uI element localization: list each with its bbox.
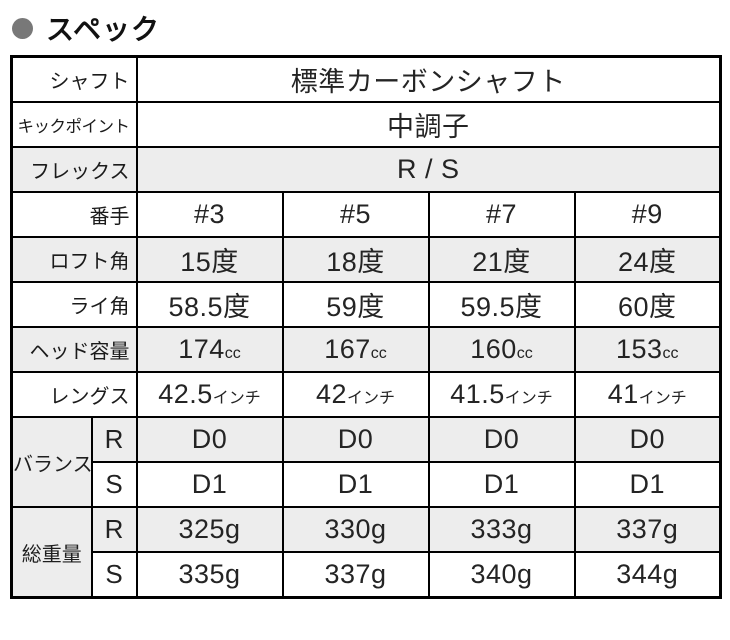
cc-unit: cc bbox=[516, 345, 533, 362]
length-label: レングス bbox=[10, 371, 138, 418]
row-total-weight-s: S 335g 337g 340g 344g bbox=[12, 551, 722, 599]
head-volume-9: 153cc bbox=[573, 326, 722, 373]
balance-s-3: D1 bbox=[135, 461, 284, 508]
balance-s-5: D1 bbox=[281, 461, 430, 508]
club-number-label: 番手 bbox=[10, 191, 138, 238]
row-shaft: シャフト 標準カーボンシャフト bbox=[10, 55, 722, 103]
club-number-7: #7 bbox=[427, 191, 576, 238]
balance-r-5: D0 bbox=[281, 416, 430, 463]
row-head-volume: ヘッド容量 174cc 167cc 160cc 153cc bbox=[10, 326, 722, 373]
head-volume-7-number: 160 bbox=[470, 334, 517, 364]
balance-s-flex: S bbox=[90, 461, 138, 508]
kick-point-label: キックポイント bbox=[10, 101, 138, 148]
total-weight-r-flex: R bbox=[90, 506, 138, 553]
head-volume-label: ヘッド容量 bbox=[10, 326, 138, 373]
row-length: レングス 42.5インチ 42インチ 41.5インチ 41インチ bbox=[10, 371, 722, 418]
head-volume-5-number: 167 bbox=[324, 334, 371, 364]
length-9: 41インチ bbox=[573, 371, 722, 418]
lie-angle-5: 59度 bbox=[281, 281, 430, 328]
loft-angle-3: 15度 bbox=[135, 236, 284, 283]
total-weight-s-flex: S bbox=[90, 551, 138, 599]
cc-unit: cc bbox=[224, 345, 241, 362]
club-number-3: #3 bbox=[135, 191, 284, 238]
row-loft-angle: ロフト角 15度 18度 21度 24度 bbox=[10, 236, 722, 283]
length-5: 42インチ bbox=[281, 371, 430, 418]
head-volume-5: 167cc bbox=[281, 326, 430, 373]
total-weight-r-5: 330g bbox=[281, 506, 430, 553]
length-5-number: 42 bbox=[315, 379, 348, 409]
balance-r-9: D0 bbox=[573, 416, 722, 463]
row-lie-angle: ライ角 58.5度 59度 59.5度 60度 bbox=[10, 281, 722, 328]
length-9-number: 41 bbox=[607, 379, 639, 409]
length-3: 42.5インチ bbox=[135, 371, 284, 418]
balance-r-flex: R bbox=[90, 416, 138, 463]
shaft-value: 標準カーボンシャフト bbox=[135, 55, 722, 103]
lie-angle-9: 60度 bbox=[573, 281, 722, 328]
row-kick-point: キックポイント 中調子 bbox=[10, 101, 722, 148]
cc-unit: cc bbox=[662, 345, 679, 362]
flex-value: R / S bbox=[135, 146, 722, 193]
loft-angle-7: 21度 bbox=[427, 236, 576, 283]
balance-s-9: D1 bbox=[573, 461, 722, 508]
total-weight-r-7: 333g bbox=[427, 506, 576, 553]
section-title-text: スペック bbox=[46, 14, 161, 45]
cc-unit: cc bbox=[370, 345, 387, 362]
total-weight-r-9: 337g bbox=[573, 506, 722, 553]
club-number-5: #5 bbox=[281, 191, 430, 238]
balance-label: バランス bbox=[10, 416, 93, 508]
total-weight-s-3: 335g bbox=[135, 551, 284, 599]
shaft-label: シャフト bbox=[10, 55, 138, 103]
total-weight-r-3: 325g bbox=[135, 506, 284, 553]
loft-angle-label: ロフト角 bbox=[10, 236, 138, 283]
total-weight-s-5: 337g bbox=[281, 551, 430, 599]
length-7-number: 41.5 bbox=[450, 379, 505, 409]
row-club-number: 番手 #3 #5 #7 #9 bbox=[10, 191, 722, 238]
head-volume-7: 160cc bbox=[427, 326, 576, 373]
length-3-number: 42.5 bbox=[158, 379, 213, 409]
row-flex: フレックス R / S bbox=[10, 146, 722, 193]
row-balance-s: S D1 D1 D1 D1 bbox=[12, 461, 722, 508]
bullet-icon bbox=[12, 17, 33, 39]
lie-angle-label: ライ角 bbox=[10, 281, 138, 328]
total-weight-s-9: 344g bbox=[573, 551, 722, 599]
row-total-weight-r: 総重量 R 325g 330g 333g 337g bbox=[10, 506, 722, 599]
head-volume-9-number: 153 bbox=[615, 334, 663, 364]
balance-r-3: D0 bbox=[135, 416, 284, 463]
head-volume-3: 174cc bbox=[135, 326, 284, 373]
balance-r-7: D0 bbox=[427, 416, 576, 463]
total-weight-s-7: 340g bbox=[427, 551, 576, 599]
total-weight-label: 総重量 bbox=[10, 506, 93, 599]
club-number-9: #9 bbox=[573, 191, 722, 238]
inch-unit: インチ bbox=[347, 390, 396, 407]
inch-unit: インチ bbox=[504, 390, 553, 407]
length-7: 41.5インチ bbox=[427, 371, 576, 418]
inch-unit: インチ bbox=[638, 390, 687, 407]
inch-unit: インチ bbox=[212, 390, 261, 407]
head-volume-3-number: 174 bbox=[178, 334, 225, 364]
lie-angle-3: 58.5度 bbox=[135, 281, 284, 328]
lie-angle-7: 59.5度 bbox=[427, 281, 576, 328]
loft-angle-5: 18度 bbox=[281, 236, 430, 283]
balance-s-7: D1 bbox=[427, 461, 576, 508]
kick-point-value: 中調子 bbox=[135, 101, 722, 148]
loft-angle-9: 24度 bbox=[573, 236, 722, 283]
section-title: スペック bbox=[12, 12, 722, 45]
flex-label: フレックス bbox=[10, 146, 138, 193]
spec-table: シャフト 標準カーボンシャフト キックポイント 中調子 フレックス R / S … bbox=[10, 55, 722, 599]
row-balance-r: バランス R D0 D0 D0 D0 bbox=[10, 416, 722, 508]
